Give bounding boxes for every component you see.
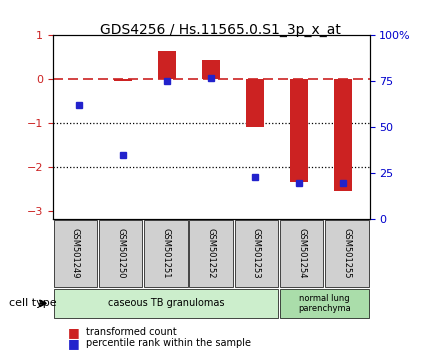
Text: cell type: cell type <box>9 298 56 308</box>
Text: GDS4256 / Hs.11565.0.S1_3p_x_at: GDS4256 / Hs.11565.0.S1_3p_x_at <box>99 23 341 37</box>
Bar <box>246 79 264 127</box>
Text: GSM501253: GSM501253 <box>252 228 261 279</box>
Text: percentile rank within the sample: percentile rank within the sample <box>86 338 251 348</box>
Text: GSM501251: GSM501251 <box>161 228 170 279</box>
Text: GSM501255: GSM501255 <box>342 228 352 279</box>
Bar <box>114 79 132 81</box>
Text: ■: ■ <box>68 337 80 350</box>
Text: ■: ■ <box>68 326 80 338</box>
Text: normal lung
parenchyma: normal lung parenchyma <box>298 294 351 313</box>
Bar <box>334 79 352 191</box>
Text: GSM501254: GSM501254 <box>297 228 306 279</box>
Text: caseous TB granulomas: caseous TB granulomas <box>108 298 224 308</box>
Bar <box>158 51 176 79</box>
Text: GSM501252: GSM501252 <box>207 228 216 279</box>
Bar <box>202 59 220 79</box>
Text: transformed count: transformed count <box>86 327 176 337</box>
Text: GSM501250: GSM501250 <box>116 228 125 279</box>
Bar <box>290 79 308 182</box>
Text: GSM501249: GSM501249 <box>71 228 80 279</box>
